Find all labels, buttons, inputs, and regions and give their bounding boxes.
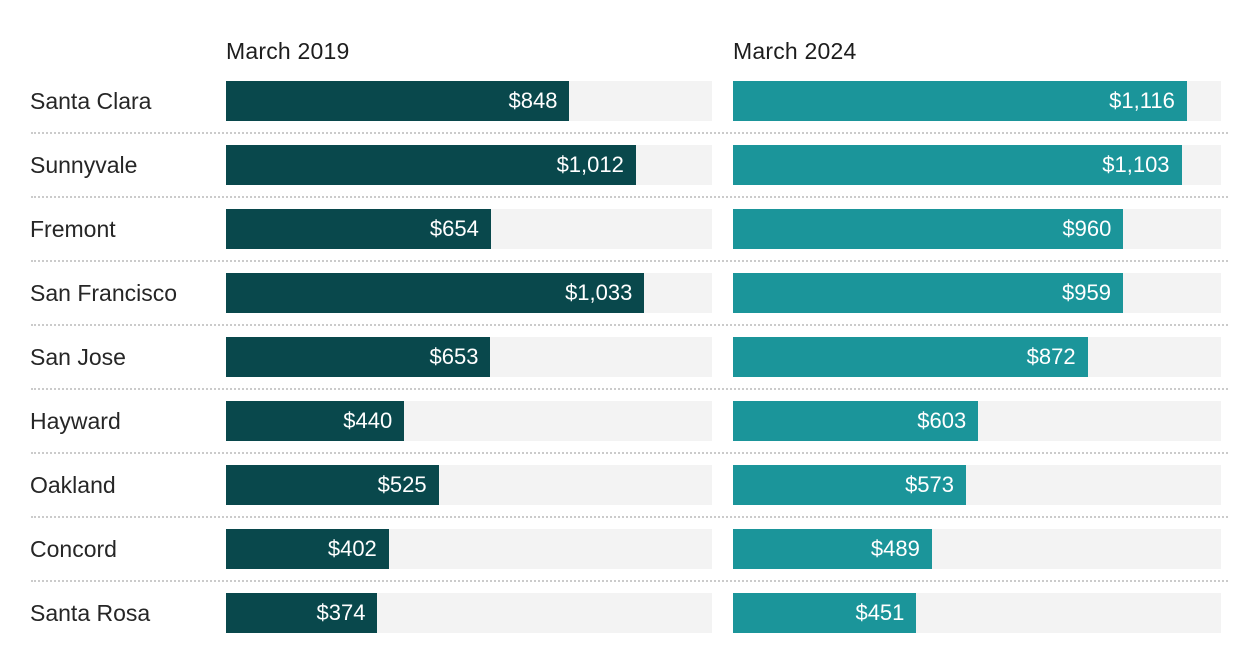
row-concord: Concord $402 $489	[0, 529, 1260, 593]
bar-track-2024: $1,116	[733, 81, 1221, 121]
bar-track-2024: $603	[733, 401, 1221, 441]
bar-2024: $959	[733, 273, 1123, 313]
row-hayward: Hayward $440 $603	[0, 401, 1260, 465]
bar-value-label: $1,103	[1102, 152, 1170, 177]
bar-2019: $848	[226, 81, 570, 121]
bar-value-label: $440	[343, 408, 393, 433]
bar-2024: $489	[733, 529, 932, 569]
bar-value-label: $374	[316, 600, 366, 625]
bar-value-label: $653	[429, 344, 479, 369]
bar-value-label: $1,012	[556, 152, 624, 177]
bar-2024: $1,116	[733, 81, 1187, 121]
bar-2019: $402	[226, 529, 389, 569]
row-label: Hayward	[30, 408, 121, 434]
bar-2019: $374	[226, 593, 378, 633]
bar-track-2024: $573	[733, 465, 1221, 505]
row-label: Sunnyvale	[30, 152, 138, 178]
bar-track-2019: $1,012	[226, 145, 712, 185]
row-fremont: Fremont $654 $960	[0, 209, 1260, 273]
bar-value-label: $573	[905, 472, 955, 497]
row-label: San Francisco	[30, 280, 178, 306]
bar-track-2024: $959	[733, 273, 1221, 313]
bar-2024: $573	[733, 465, 967, 505]
bar-value-label: $848	[508, 88, 558, 113]
bar-2019: $654	[226, 209, 491, 249]
bar-value-label: $489	[870, 536, 920, 561]
bar-2024: $1,103	[733, 145, 1182, 185]
bar-value-label: $872	[1026, 344, 1076, 369]
bar-2024: $603	[733, 401, 979, 441]
bar-track-2019: $525	[226, 465, 712, 505]
bar-value-label: $960	[1062, 216, 1112, 241]
bar-track-2019: $402	[226, 529, 712, 569]
bar-2019: $525	[226, 465, 439, 505]
bar-2019: $653	[226, 337, 491, 377]
row-santa-clara: Santa Clara $848 $1,116	[0, 81, 1260, 145]
bar-value-label: $603	[917, 408, 967, 433]
row-san-francisco: San Francisco $1,033 $959	[0, 273, 1260, 337]
bar-value-label: $654	[429, 216, 479, 241]
row-label: Fremont	[30, 216, 116, 242]
bar-value-label: $1,033	[565, 280, 633, 305]
row-label: Santa Clara	[30, 88, 152, 114]
bar-value-label: $959	[1062, 280, 1111, 305]
row-label: Concord	[30, 536, 117, 562]
chart-rows: Santa Clara $848 $1,116 Sunnyvale $1,012	[0, 81, 1260, 657]
row-sunnyvale: Sunnyvale $1,012 $1,103	[0, 145, 1260, 209]
row-san-jose: San Jose $653 $872	[0, 337, 1260, 401]
bar-2024: $960	[733, 209, 1124, 249]
bar-2019: $1,033	[226, 273, 645, 313]
bar-track-2019: $1,033	[226, 273, 712, 313]
column-header-march-2024: March 2024	[733, 38, 857, 64]
bar-2019: $1,012	[226, 145, 636, 185]
bar-value-label: $402	[327, 536, 377, 561]
row-label: Oakland	[30, 472, 116, 498]
bar-track-2019: $440	[226, 401, 712, 441]
bar-track-2024: $489	[733, 529, 1221, 569]
bar-track-2019: $654	[226, 209, 712, 249]
row-oakland: Oakland $525 $573	[0, 465, 1260, 529]
row-label: Santa Rosa	[30, 600, 151, 626]
bar-track-2019: $848	[226, 81, 712, 121]
column-header-march-2019: March 2019	[226, 38, 350, 64]
row-santa-rosa: Santa Rosa $374 $451	[0, 593, 1260, 657]
bar-2024: $451	[733, 593, 917, 633]
bar-value-label: $1,116	[1109, 88, 1175, 113]
bar-2019: $440	[226, 401, 405, 441]
bar-track-2024: $1,103	[733, 145, 1221, 185]
bar-track-2024: $451	[733, 593, 1221, 633]
row-label: San Jose	[30, 344, 126, 370]
bar-track-2019: $653	[226, 337, 712, 377]
bar-2024: $872	[733, 337, 1088, 377]
bar-track-2024: $872	[733, 337, 1221, 377]
bar-track-2019: $374	[226, 593, 712, 633]
bar-value-label: $525	[377, 472, 427, 497]
column-headers: March 2019 March 2024	[0, 38, 1260, 68]
bar-value-label: $451	[855, 600, 905, 625]
bar-track-2024: $960	[733, 209, 1221, 249]
